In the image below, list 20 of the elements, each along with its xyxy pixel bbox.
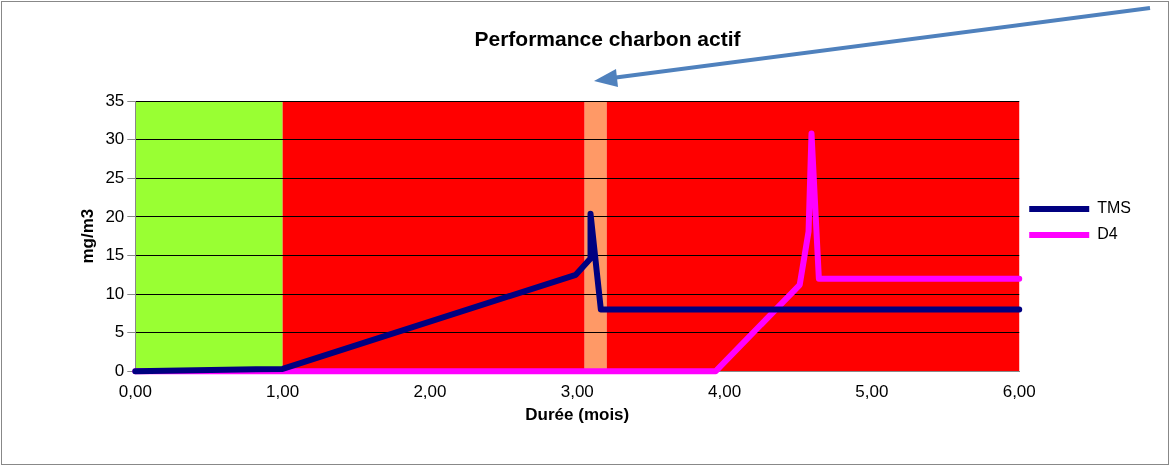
- chart-title: Performance charbon actif: [474, 27, 742, 51]
- x-tick-label: 2,00: [413, 382, 447, 402]
- legend-label: TMS: [1097, 199, 1132, 217]
- y-tick-label: 30: [105, 129, 125, 149]
- y-tick-label: 20: [105, 206, 125, 226]
- y-tick-label: 35: [105, 90, 125, 110]
- x-axis-title: Durée (mois): [525, 405, 630, 425]
- legend-label: D4: [1097, 225, 1118, 243]
- y-axis-title: mg/m3: [77, 208, 97, 264]
- y-tick-label: 10: [105, 283, 125, 303]
- y-tick-label: 15: [105, 245, 125, 265]
- x-tick-label: 4,00: [708, 382, 742, 402]
- y-tick-label: 25: [105, 168, 125, 188]
- x-tick-label: 1,00: [266, 382, 300, 402]
- y-tick-label: 0: [114, 360, 125, 380]
- x-tick-label: 5,00: [855, 382, 889, 402]
- x-tick-label: 6,00: [1002, 382, 1036, 402]
- x-tick-label: 3,00: [560, 382, 594, 402]
- x-tick-label: 0,00: [118, 382, 152, 402]
- y-tick-label: 5: [114, 322, 125, 342]
